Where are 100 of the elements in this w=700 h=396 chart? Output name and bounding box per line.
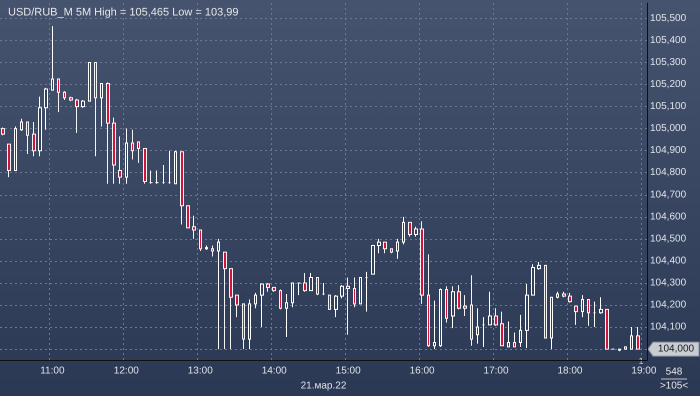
candlestick [26,122,29,154]
candlestick [162,164,165,184]
candlestick [137,141,140,164]
x-tick-label: 13:00 [188,366,214,377]
candlestick [297,282,301,296]
candlestick [229,268,233,350]
y-tick-label: 104,300 [650,277,687,288]
candlestick [125,128,128,184]
candlestick [131,129,134,160]
candlestick [223,252,227,350]
candlestick [402,216,405,245]
candlestick [81,99,85,108]
candlestick [316,276,319,296]
candlestick [507,321,510,348]
candlestick [112,117,116,184]
candlestick [568,292,572,304]
candlestick [235,294,239,318]
candlestick [340,284,344,299]
candlestick [525,284,529,348]
y-tick-label: 105,200 [650,79,687,90]
chart-title: USD/RUB_M 5M High = 105,465 Low = 103,99 [8,6,239,18]
candlestick [322,282,325,296]
y-tick-label: 104,600 [650,211,687,222]
candlestick [118,136,122,184]
candlestick [248,298,251,350]
candlestick [377,238,381,254]
text: 548 [666,366,683,378]
candlestick [519,314,522,348]
candlestick [272,286,276,292]
x-tick-label: 15:00 [336,366,362,377]
x-tick-label: 11:00 [40,366,65,377]
candlestick [353,276,356,308]
candlestick [88,62,91,102]
candlestick [587,298,590,326]
candlestick [390,248,393,254]
candlestick [199,230,202,252]
candlestick [44,87,48,130]
candlestick [593,301,596,328]
y-tick-label: 105,000 [650,123,687,134]
candlestick [69,96,73,102]
candlestick [365,271,368,312]
candlestick [205,244,208,250]
candlestick [186,205,190,228]
candlestick [457,284,461,310]
candlestick [38,96,42,157]
candlestick [155,170,159,184]
candlestick [309,272,313,292]
candlestick [581,294,584,318]
y-tick-label: 104,500 [650,233,687,244]
candlestick [266,282,270,292]
candlestick [445,286,448,324]
candlestick [75,98,79,134]
candlestick [149,170,153,184]
candlestick [396,238,399,260]
candlestick [143,148,147,184]
candlestick [94,62,97,157]
candlestick [14,126,17,172]
candlestick [605,308,609,350]
candlestick [7,144,11,178]
candlestick [242,303,245,350]
candlestick [346,276,350,336]
candlestick [439,288,442,348]
y-tick-label: 105,500 [650,12,687,24]
x-tick-label: 16:00 [410,366,436,377]
candlestick [550,296,553,350]
candlestick [168,150,171,184]
candlestick [20,118,23,132]
candlestick [470,274,473,346]
candlestick [211,244,214,257]
candlestick [359,276,362,304]
candlestick [279,289,282,310]
candlestick [100,82,103,127]
candlestick [624,346,627,350]
candlestick [556,291,559,299]
candlestick [106,82,110,184]
text: >105< [660,380,688,392]
y-tick-label: 104,100 [650,322,687,333]
candlestick [630,326,633,350]
y-tick-label: 104,800 [650,167,687,178]
x-axis-title: 21.мар.22 [300,380,347,392]
candlestick [328,294,331,310]
candlestick [488,291,492,326]
candlestick [57,78,60,113]
candlestick [217,238,220,350]
candlestick [513,332,516,348]
candlestick [63,90,66,100]
text: 104,000 [658,344,695,355]
candlestick [574,306,578,326]
candlestick [537,262,541,270]
y-tick-label: 104,900 [650,145,687,156]
candlestick [463,294,467,317]
candlestick [303,272,307,292]
candlestick [174,150,177,184]
y-tick-label: 104,700 [650,189,687,200]
candlestick [51,26,54,91]
candlestick [371,244,375,275]
x-tick-label: 18:00 [557,366,583,377]
candlestick [1,127,5,136]
candlestick [180,151,184,226]
candlestick [383,242,387,254]
